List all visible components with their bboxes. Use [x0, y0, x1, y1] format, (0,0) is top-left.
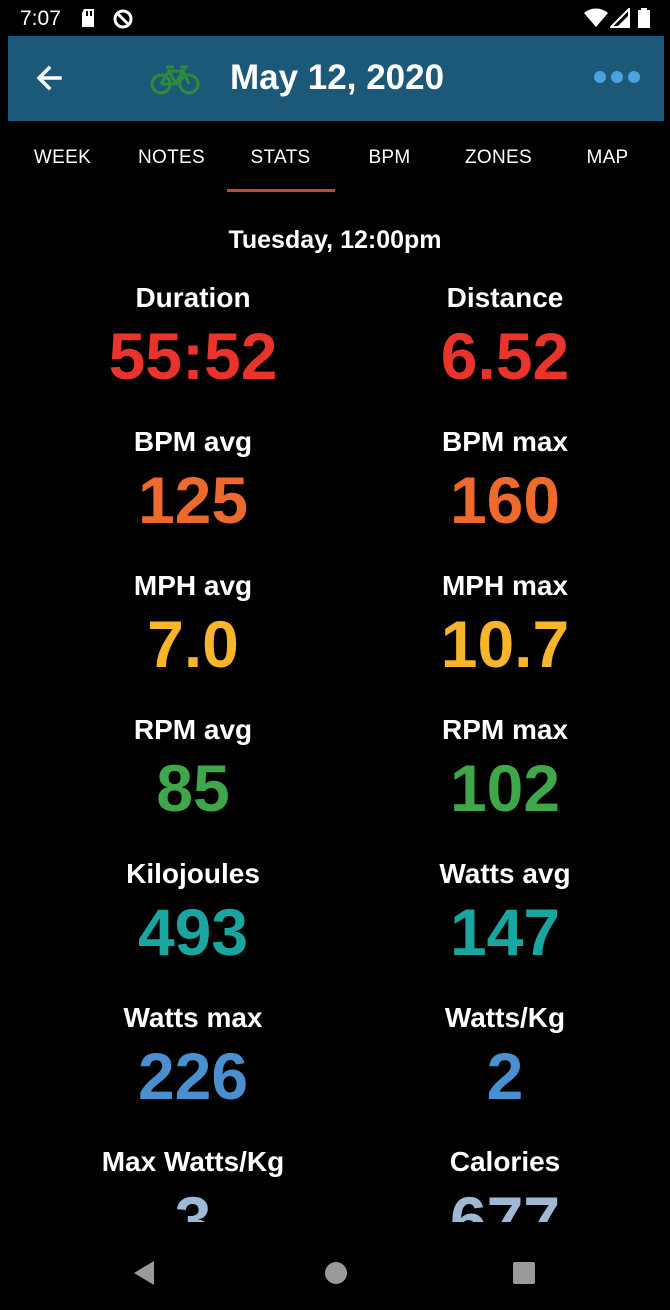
tab-bar: WEEK NOTES STATS BPM ZONES MAP [0, 121, 670, 195]
stat-value: 160 [449, 463, 561, 537]
stat-value: 7.0 [147, 607, 239, 681]
selected-tab-indicator [227, 189, 335, 192]
tab-stats[interactable]: STATS [250, 147, 311, 168]
stat-mph-max: MPH max 10.7 [350, 569, 660, 683]
stat-label: Distance [446, 282, 564, 313]
stat-label: Calories [449, 1146, 561, 1177]
more-dot-icon [628, 71, 640, 83]
back-arrow-icon [36, 65, 62, 91]
nav-recents-button[interactable] [512, 1260, 536, 1291]
stat-label: Max Watts/Kg [101, 1146, 285, 1177]
sd-card-icon [80, 8, 98, 33]
circle-home-icon [325, 1262, 347, 1284]
stat-label: BPM avg [133, 426, 253, 457]
more-options-button[interactable] [594, 70, 646, 86]
stat-label: RPM max [441, 714, 569, 745]
stat-value: 10.7 [440, 607, 570, 681]
stat-label: MPH avg [133, 570, 253, 601]
stat-value: 493 [137, 895, 249, 969]
stat-value: 2 [486, 1039, 524, 1113]
stat-label: Kilojoules [126, 858, 260, 889]
stat-label: Watts max [123, 1002, 263, 1033]
stat-value: 125 [137, 463, 249, 537]
stat-distance: Distance 6.52 [350, 281, 660, 395]
page-title: May 12, 2020 [230, 58, 445, 97]
stat-value: 3 [174, 1183, 212, 1222]
stat-label: BPM max [441, 426, 569, 457]
back-button[interactable] [30, 58, 70, 98]
stat-calories: Calories 677 [350, 1145, 660, 1222]
nav-home-button[interactable] [324, 1260, 348, 1291]
tab-notes[interactable]: NOTES [138, 147, 205, 168]
stat-watts-per-kg: Watts/Kg 2 [350, 1001, 660, 1115]
signal-icon [608, 6, 630, 33]
stat-value: 102 [449, 751, 561, 825]
stat-value: 85 [156, 751, 230, 825]
workout-datetime: Tuesday, 12:00pm [228, 226, 442, 254]
stat-value: 55:52 [108, 319, 278, 393]
triangle-back-icon [134, 1261, 154, 1285]
more-dot-icon [611, 71, 623, 83]
stat-value: 677 [449, 1183, 561, 1222]
stat-label: RPM avg [133, 714, 253, 745]
stat-value: 226 [137, 1039, 249, 1113]
stat-value: 6.52 [440, 319, 570, 393]
status-bar: 7:07 [0, 0, 670, 36]
stat-label: Watts/Kg [444, 1002, 566, 1033]
tab-map[interactable]: MAP [586, 147, 629, 168]
bicycle-icon [150, 63, 200, 95]
stat-watts-avg: Watts avg 147 [350, 857, 660, 971]
wifi-icon [584, 8, 608, 33]
battery-icon [638, 8, 650, 33]
stat-label: MPH max [441, 570, 569, 601]
stat-label: Watts avg [439, 858, 571, 889]
stat-duration: Duration 55:52 [38, 281, 348, 395]
stat-max-watts-per-kg: Max Watts/Kg 3 [38, 1145, 348, 1222]
status-time: 7:07 [20, 7, 61, 30]
more-dot-icon [594, 71, 606, 83]
tab-zones[interactable]: ZONES [465, 147, 532, 168]
nav-back-button[interactable] [132, 1260, 156, 1291]
stat-rpm-avg: RPM avg 85 [38, 713, 348, 827]
stat-label: Duration [135, 282, 251, 313]
stat-rpm-max: RPM max 102 [350, 713, 660, 827]
data-saver-icon [112, 8, 134, 35]
tab-bpm[interactable]: BPM [368, 147, 411, 168]
app-bar: May 12, 2020 [8, 36, 664, 121]
stat-kilojoules: Kilojoules 493 [38, 857, 348, 971]
stat-value: 147 [449, 895, 561, 969]
stat-watts-max: Watts max 226 [38, 1001, 348, 1115]
stat-mph-avg: MPH avg 7.0 [38, 569, 348, 683]
system-nav-bar [0, 1236, 670, 1310]
stat-bpm-max: BPM max 160 [350, 425, 660, 539]
stats-scroll-area[interactable]: Tuesday, 12:00pm Duration 55:52 Distance… [0, 0, 670, 1222]
tab-week[interactable]: WEEK [33, 147, 92, 168]
stat-bpm-avg: BPM avg 125 [38, 425, 348, 539]
square-recents-icon [513, 1262, 535, 1284]
